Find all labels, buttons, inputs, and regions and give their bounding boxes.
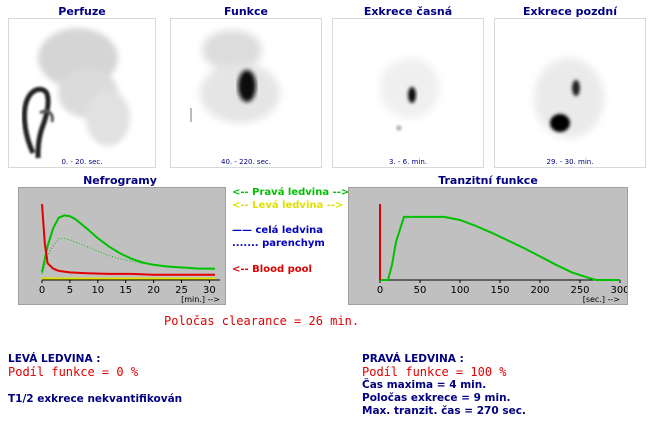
x-tick-label: 0 [39,285,45,296]
chart-title-nefrogramy: Nefrogramy [20,174,220,187]
x-unit-label: [sec.] --> [583,295,620,304]
left-kidney-function-share: Podíl funkce = 0 % [8,365,138,379]
legend-left-kidney: <-- Levá ledvina --> [232,200,343,211]
scan-title-perfuze: Perfuze [8,5,156,18]
chart-tranzitni-funkce[interactable]: 0 50 100 150 200 250 300 [sec.] --> [348,187,628,305]
scan-time-perfuze: 0. - 20. sec. [8,158,156,166]
chart-nefrogramy[interactable]: 0 5 10 15 20 25 30 [min.] --> [18,187,226,305]
scan-title-funkce: Funkce [170,5,322,18]
x-tick-label: 15 [119,285,132,296]
scan-image-exkrece-casna[interactable]: 3. - 6. min. [332,18,484,168]
series-line [42,215,215,272]
x-unit-label: [min.] --> [181,295,220,304]
scan-time-funkce: 40. - 220. sec. [170,158,322,166]
legend-whole-kidney: —— celá ledvina [232,225,323,236]
x-tick-label: 200 [530,285,549,296]
x-tick-label: 0 [377,285,383,296]
scan-title-exkrece-pozdni: Exkrece pozdní [494,5,646,18]
scan-time-exkrece-pozdni: 29. - 30. min. [494,158,646,166]
series-line [380,217,620,280]
left-kidney-note: T1/2 exkrece nekvantifikován [8,393,182,405]
clearance-text: Poločas clearance = 26 min. [164,314,359,328]
right-kidney-function-share: Podíl funkce = 100 % [362,365,507,379]
x-tick-label: 150 [490,285,509,296]
legend-blood-pool: <-- Blood pool [232,264,312,275]
right-kidney-excretion-half: Poločas exkrece = 9 min. [362,392,511,404]
scan-title-exkrece-casna: Exkrece časná [332,5,484,18]
x-tick-label: 20 [147,285,160,296]
right-kidney-time-max: Čas maxima = 4 min. [362,379,486,391]
right-kidney-heading: PRAVÁ LEDVINA : [362,353,464,365]
chart-title-tranzitni-funkce: Tranzitní funkce [348,174,628,187]
right-kidney-max-transit: Max. tranzit. čas = 270 sec. [362,405,526,417]
left-kidney-heading: LEVÁ LEDVINA : [8,353,100,365]
x-tick-label: 50 [414,285,427,296]
scan-image-exkrece-pozdni[interactable]: 29. - 30. min. [494,18,646,168]
scan-image-perfuze[interactable]: 0. - 20. sec. [8,18,156,168]
scan-time-exkrece-casna: 3. - 6. min. [332,158,484,166]
x-tick-label: 5 [67,285,73,296]
x-tick-label: 100 [450,285,469,296]
legend-parenchyma: ....... parenchym [232,238,325,249]
scan-image-funkce[interactable]: 40. - 220. sec. [170,18,322,168]
legend-right-kidney: <-- Pravá ledvina --> [232,187,349,198]
x-tick-label: 10 [91,285,104,296]
